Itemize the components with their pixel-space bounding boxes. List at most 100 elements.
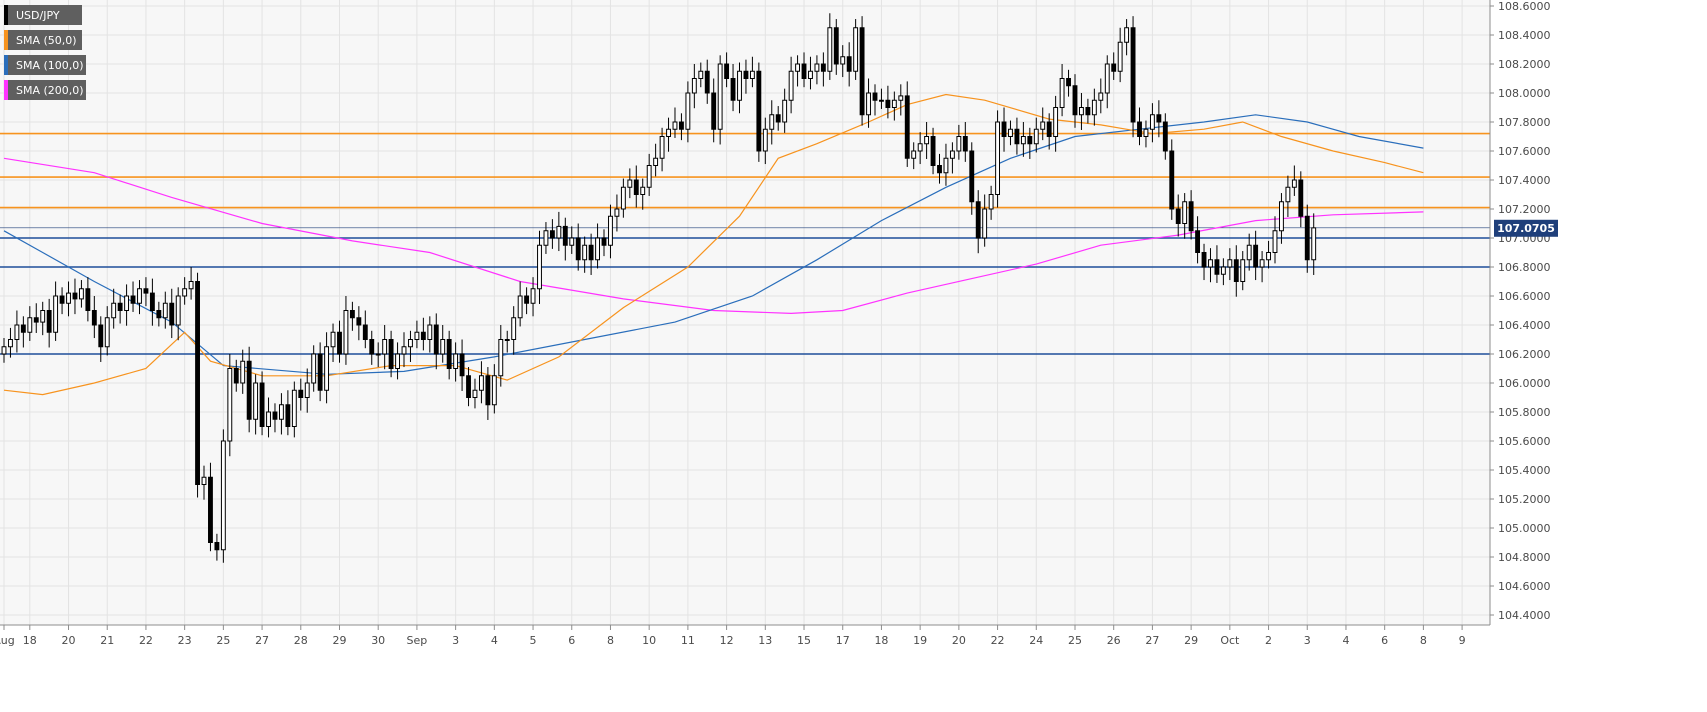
candle-up bbox=[1227, 259, 1233, 268]
x-tick-label: 18 bbox=[23, 634, 37, 647]
candle-down bbox=[937, 165, 942, 174]
candle-down bbox=[156, 310, 162, 319]
y-tick-label: 104.8000 bbox=[1498, 551, 1551, 564]
candle-down bbox=[904, 95, 910, 159]
x-tick-label: 28 bbox=[294, 634, 308, 647]
x-tick-label: 20 bbox=[952, 634, 966, 647]
candle-down bbox=[1195, 230, 1201, 253]
candle-up bbox=[840, 56, 846, 65]
candle-up bbox=[924, 136, 930, 145]
candle-up bbox=[737, 70, 742, 101]
y-tick-label: 105.0000 bbox=[1498, 522, 1551, 535]
candle-down bbox=[46, 310, 52, 333]
x-tick-label: 17 bbox=[836, 634, 850, 647]
candle-down bbox=[1137, 121, 1142, 137]
x-tick-label: 5 bbox=[530, 634, 537, 647]
y-axis: 108.6000 108.4000 108.2000 108.0000 107.8000… bbox=[1489, 0, 1551, 625]
candle-down bbox=[259, 382, 265, 427]
y-tick-label: 106.6000 bbox=[1498, 290, 1551, 303]
candle-up bbox=[898, 95, 904, 101]
candle-down bbox=[775, 114, 781, 123]
candle-down bbox=[872, 92, 878, 101]
candle-up bbox=[762, 128, 768, 152]
candle-down bbox=[1188, 201, 1194, 232]
y-tick-label: 107.2000 bbox=[1498, 203, 1551, 216]
candle-up bbox=[1059, 78, 1065, 108]
candle-down bbox=[1066, 78, 1071, 87]
candle-down bbox=[420, 331, 426, 340]
x-tick-label: Aug bbox=[0, 634, 15, 647]
candle-up bbox=[543, 230, 549, 246]
x-tick-label: 9 bbox=[1459, 634, 1466, 647]
candle-up bbox=[917, 143, 923, 152]
candle-up bbox=[866, 92, 871, 116]
legend-swatch-sma100 bbox=[4, 55, 8, 75]
candle-up bbox=[879, 99, 884, 102]
candle-up bbox=[1, 346, 7, 355]
candle-down bbox=[446, 339, 452, 369]
candle-up bbox=[498, 339, 504, 377]
candle-down bbox=[1201, 252, 1207, 268]
candle-up bbox=[66, 292, 71, 304]
x-tick-label: Sep bbox=[407, 634, 428, 647]
legend-swatch-sma200 bbox=[4, 80, 8, 100]
candle-down bbox=[711, 92, 717, 130]
candle-down bbox=[962, 136, 968, 152]
x-tick-label: 24 bbox=[1029, 634, 1043, 647]
candle-down bbox=[149, 292, 155, 312]
candle-up bbox=[382, 339, 388, 355]
candle-up bbox=[201, 476, 207, 485]
y-tick-label: 105.2000 bbox=[1498, 493, 1551, 506]
y-tick-label: 105.6000 bbox=[1498, 435, 1551, 448]
x-tick-label: 25 bbox=[1068, 634, 1082, 647]
candle-up bbox=[14, 324, 20, 340]
candle-down bbox=[214, 542, 220, 551]
candle-up bbox=[1311, 227, 1317, 261]
x-tick-label: 6 bbox=[1381, 634, 1388, 647]
x-tick-label: 27 bbox=[1145, 634, 1159, 647]
x-tick-label: 8 bbox=[607, 634, 614, 647]
y-tick-label: 105.8000 bbox=[1498, 406, 1551, 419]
y-tick-label: 107.8000 bbox=[1498, 116, 1551, 129]
legend-item-sma100[interactable]: SMA (100,0) bbox=[4, 55, 86, 75]
legend-item-sma50[interactable]: SMA (50,0) bbox=[4, 30, 82, 50]
candle-up bbox=[278, 404, 284, 420]
candle-up bbox=[1240, 259, 1246, 282]
candle-down bbox=[169, 302, 175, 326]
candle-up bbox=[472, 389, 478, 398]
x-tick-label: 22 bbox=[139, 634, 153, 647]
y-tick-label: 104.4000 bbox=[1498, 609, 1551, 622]
candle-up bbox=[569, 237, 575, 246]
candle-down bbox=[524, 295, 530, 304]
y-tick-label: 106.4000 bbox=[1498, 319, 1551, 332]
legend-item-symbol[interactable]: USD/JPY bbox=[4, 5, 82, 25]
x-tick-label: 21 bbox=[100, 634, 114, 647]
candle-up bbox=[1098, 92, 1104, 101]
candle-up bbox=[530, 288, 536, 304]
candle-up bbox=[1020, 136, 1026, 145]
candle-up bbox=[795, 63, 801, 72]
candle-down bbox=[298, 389, 304, 398]
candle-up bbox=[414, 331, 420, 340]
candle-down bbox=[1169, 150, 1175, 210]
candle-down bbox=[233, 368, 239, 384]
legend-label-symbol: USD/JPY bbox=[16, 8, 60, 22]
candle-up bbox=[266, 411, 271, 427]
candle-up bbox=[582, 244, 588, 261]
x-tick-label: 26 bbox=[1107, 634, 1121, 647]
candle-down bbox=[743, 70, 749, 79]
legend-swatch-symbol bbox=[4, 5, 8, 25]
x-tick-label: 19 bbox=[913, 634, 927, 647]
y-tick-label: 106.0000 bbox=[1498, 377, 1551, 390]
legend-label-sma50: SMA (50,0) bbox=[16, 33, 77, 47]
legend-item-sma200[interactable]: SMA (200,0) bbox=[4, 80, 86, 100]
candle-up bbox=[478, 375, 484, 391]
candle-up bbox=[240, 360, 246, 384]
candle-down bbox=[72, 292, 78, 300]
candle-down bbox=[466, 375, 471, 398]
candle-down bbox=[601, 237, 607, 246]
candle-up bbox=[1053, 107, 1059, 137]
candle-up bbox=[375, 353, 381, 356]
candle-up bbox=[956, 136, 962, 152]
